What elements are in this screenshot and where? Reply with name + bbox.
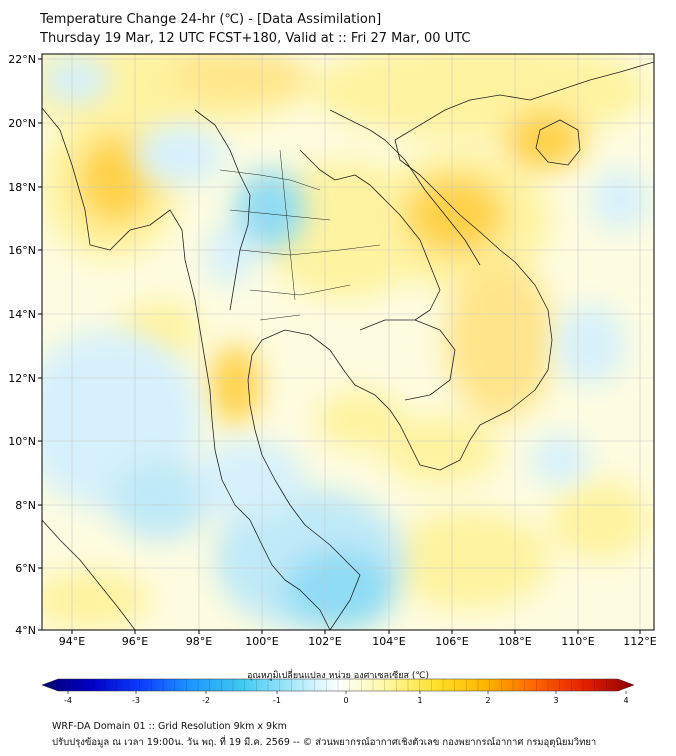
colorbar-tick-label: 3 [553, 696, 558, 705]
gulf-of-thailand-coast [354, 61, 654, 471]
cool-area [555, 305, 625, 385]
map-panel [42, 54, 654, 630]
warm-area [445, 260, 555, 420]
longitude-label: 94°E [59, 635, 85, 648]
map-subtitle: Thursday 19 Mar, 12 UTC FCST+180, Valid … [40, 31, 471, 46]
colorbar-tick-label: 0 [343, 696, 348, 705]
laos-vietnam-border [329, 109, 481, 266]
thailand-myanmar-border [194, 109, 251, 311]
latitude-ticks: 22°N 20°N 18°N 16°N 14°N 12°N 10°N 8°N 6°N 4°N [8, 53, 42, 637]
colorbar-ticks: -4 -3 -2 -1 0 1 2 3 4 [64, 691, 629, 705]
cool-area [590, 170, 650, 230]
cool-area [285, 550, 395, 630]
colorbar-gradient [41, 678, 635, 692]
colorbar-tick-label: -4 [64, 696, 72, 705]
colorbar-tick-label: -1 [273, 696, 281, 705]
longitude-label: 102°E [308, 635, 341, 648]
peninsula-east-coast [247, 329, 361, 630]
latitude-label: 12°N [8, 372, 36, 385]
cambodia-border [359, 319, 456, 401]
warming-field [42, 54, 650, 630]
colorbar-tick-label: -2 [202, 696, 210, 705]
latitude-label: 4°N [15, 624, 36, 637]
warm-area [550, 480, 650, 560]
latitude-label: 18°N [8, 181, 36, 194]
peninsula-west-coast [214, 449, 331, 630]
warm-area [380, 415, 500, 485]
myanmar-coastline [42, 107, 216, 451]
latitude-label: 10°N [8, 435, 36, 448]
coastline-and-borders [42, 61, 654, 630]
latitude-label: 16°N [8, 244, 36, 257]
latitude-label: 20°N [8, 117, 36, 130]
warm-area [170, 54, 310, 100]
longitude-label: 106°E [435, 635, 468, 648]
cool-area [195, 440, 305, 520]
longitude-label: 96°E [122, 635, 148, 648]
provinces [219, 149, 381, 321]
warm-area [210, 345, 260, 425]
colorbar-segments [69, 679, 607, 691]
warm-area [310, 54, 650, 140]
longitude-label: 108°E [498, 635, 531, 648]
latitude-label: 14°N [8, 308, 36, 321]
longitude-ticks: 94°E 96°E 98°E 100°E 102°E 104°E 106°E 108°E 110… [59, 630, 657, 648]
latitude-label: 22°N [8, 53, 36, 66]
footer-credit: ปรับปรุงข้อมูล ณ เวลา 19:00น. วัน พฤ. ที… [52, 737, 597, 748]
cool-area [235, 170, 305, 250]
warm-area [405, 175, 505, 255]
latitude-label: 6°N [15, 562, 36, 575]
colorbar-tick-label: 4 [623, 696, 628, 705]
longitude-label: 110°E [561, 635, 594, 648]
thailand-laos-border [299, 149, 441, 321]
cool-area [530, 435, 590, 485]
colorbar: -4 -3 -2 -1 0 1 2 3 4 [41, 678, 635, 705]
longitude-label: 100°E [245, 635, 278, 648]
cool-area [42, 55, 110, 105]
longitude-label: 104°E [372, 635, 405, 648]
cooling-field [42, 55, 650, 630]
footer-model-info: WRF-DA Domain 01 :: Grid Resolution 9km … [52, 721, 287, 732]
sumatra-coast [42, 519, 136, 630]
hainan-island [535, 119, 581, 166]
warm-area [390, 510, 550, 610]
map-title: Temperature Change 24-hr (℃) - [Data Ass… [40, 12, 382, 27]
cool-area [205, 225, 255, 285]
colorbar-label: อุณหภูมิเปลี่ยนแปลง หน่วย องศาเซลเซียส (… [246, 671, 430, 681]
graticule [42, 54, 654, 630]
colorbar-tick-label: -3 [132, 696, 140, 705]
longitude-label: 98°E [186, 635, 212, 648]
map-frame [41, 53, 655, 631]
warm-area [42, 570, 150, 630]
latitude-label: 8°N [15, 499, 36, 512]
colorbar-tick-label: 2 [485, 696, 490, 705]
warm-area [315, 390, 405, 450]
cool-area [135, 125, 225, 185]
warm-area [77, 135, 153, 225]
warm-area [505, 110, 585, 170]
colorbar-tick-label: 1 [417, 696, 422, 705]
cool-area [110, 460, 210, 540]
longitude-label: 112°E [623, 635, 656, 648]
